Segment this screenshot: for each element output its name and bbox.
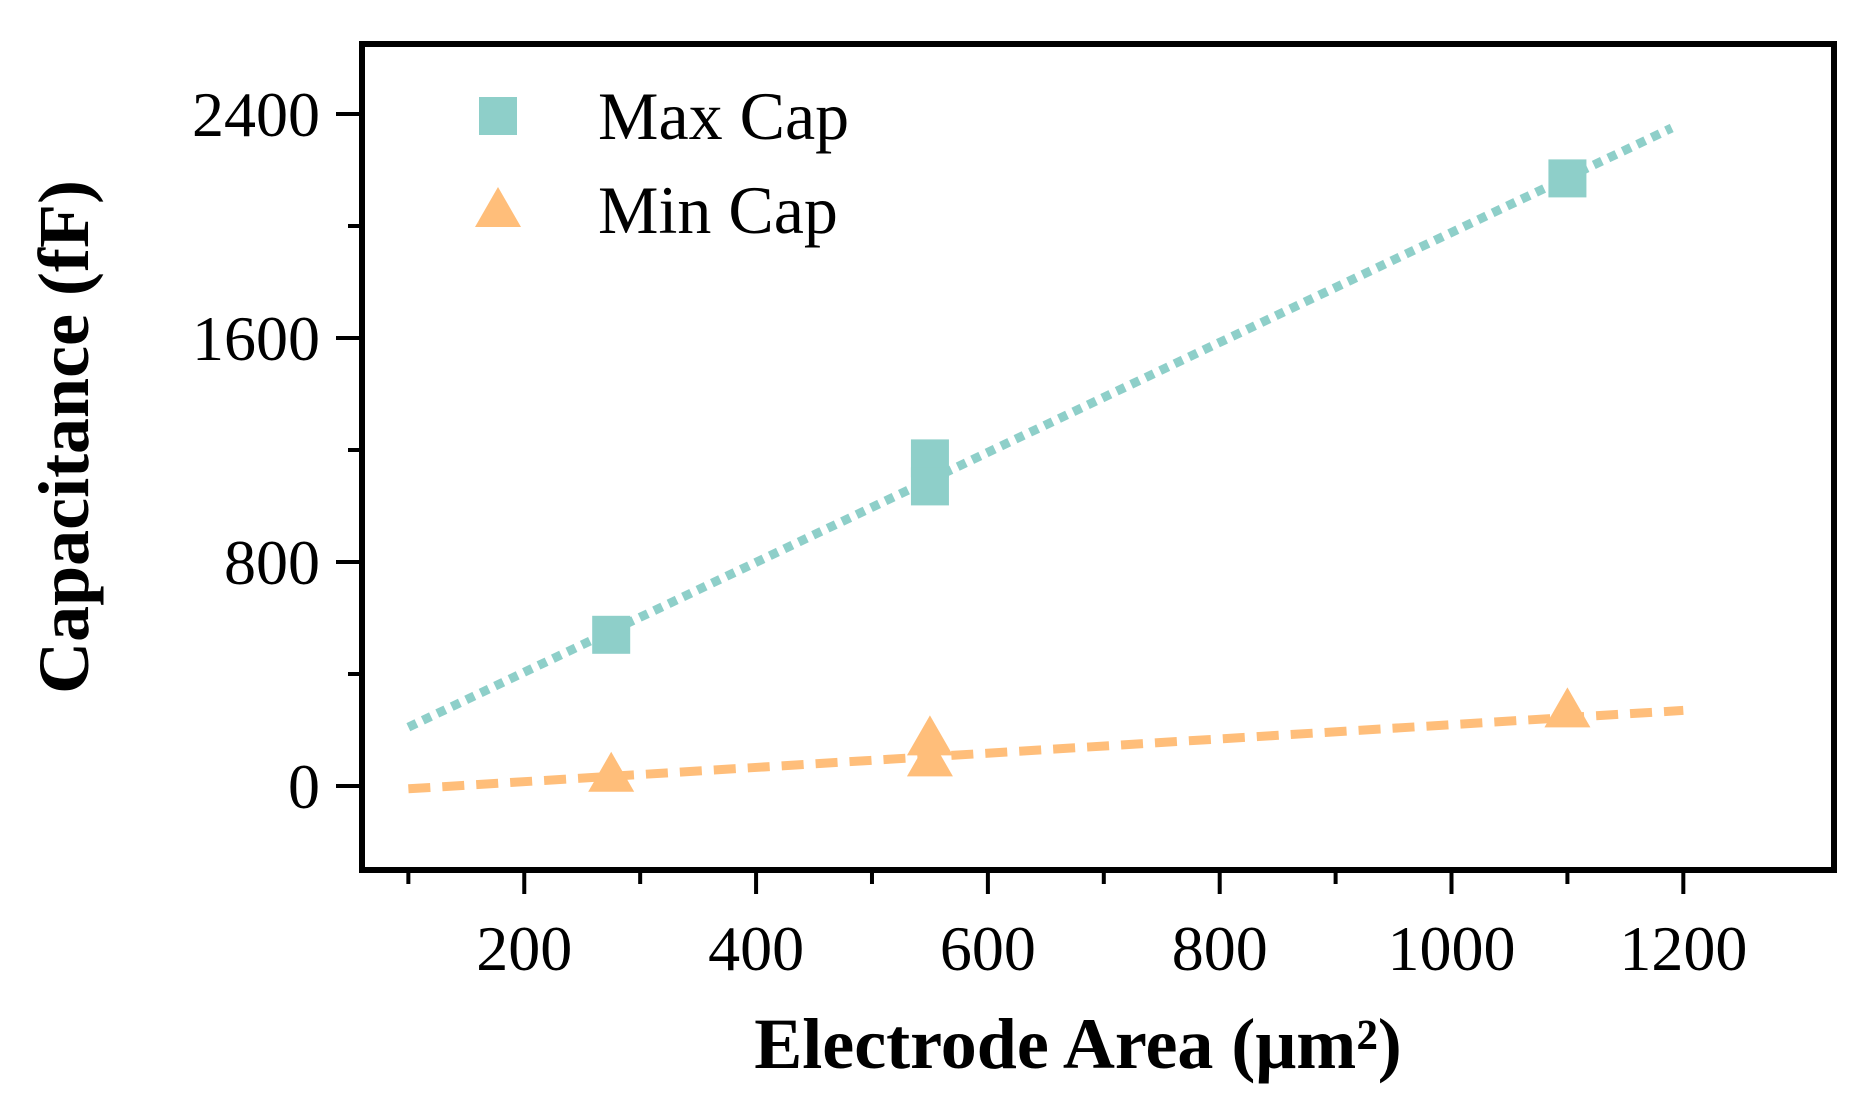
y-tick-label: 2400 xyxy=(192,79,320,150)
y-tick-label: 1600 xyxy=(192,303,320,374)
legend-label: Min Cap xyxy=(598,172,838,248)
y-tick-label: 800 xyxy=(224,527,320,598)
x-axis-title: Electrode Area (μm²) xyxy=(754,1004,1402,1084)
data-point xyxy=(588,751,635,792)
legend-label: Max Cap xyxy=(598,78,849,154)
x-tick-label: 1200 xyxy=(1619,913,1747,984)
legend-marker xyxy=(479,97,517,135)
data-markers xyxy=(588,159,1591,792)
plot-frame xyxy=(359,41,1837,873)
x-tick-label: 1000 xyxy=(1388,913,1516,984)
data-point xyxy=(906,715,953,756)
x-tick-label: 800 xyxy=(1172,913,1268,984)
x-tick-label: 600 xyxy=(940,913,1036,984)
data-point xyxy=(906,736,953,777)
x-axis: 200 400 600 800 1000 1200 xyxy=(406,870,1747,984)
y-tick-label: 0 xyxy=(288,751,320,822)
y-axis: 0 800 1600 2400 xyxy=(192,79,362,822)
data-point xyxy=(592,615,631,654)
legend-marker xyxy=(475,187,521,227)
y-axis-title: Capacitance (fF) xyxy=(24,180,104,694)
legend: Max Cap Min Cap xyxy=(475,78,849,248)
data-point xyxy=(1544,687,1591,728)
data-point xyxy=(910,467,949,506)
data-point xyxy=(1548,159,1587,198)
x-tick-label: 200 xyxy=(476,913,572,984)
x-tick-label: 400 xyxy=(708,913,804,984)
